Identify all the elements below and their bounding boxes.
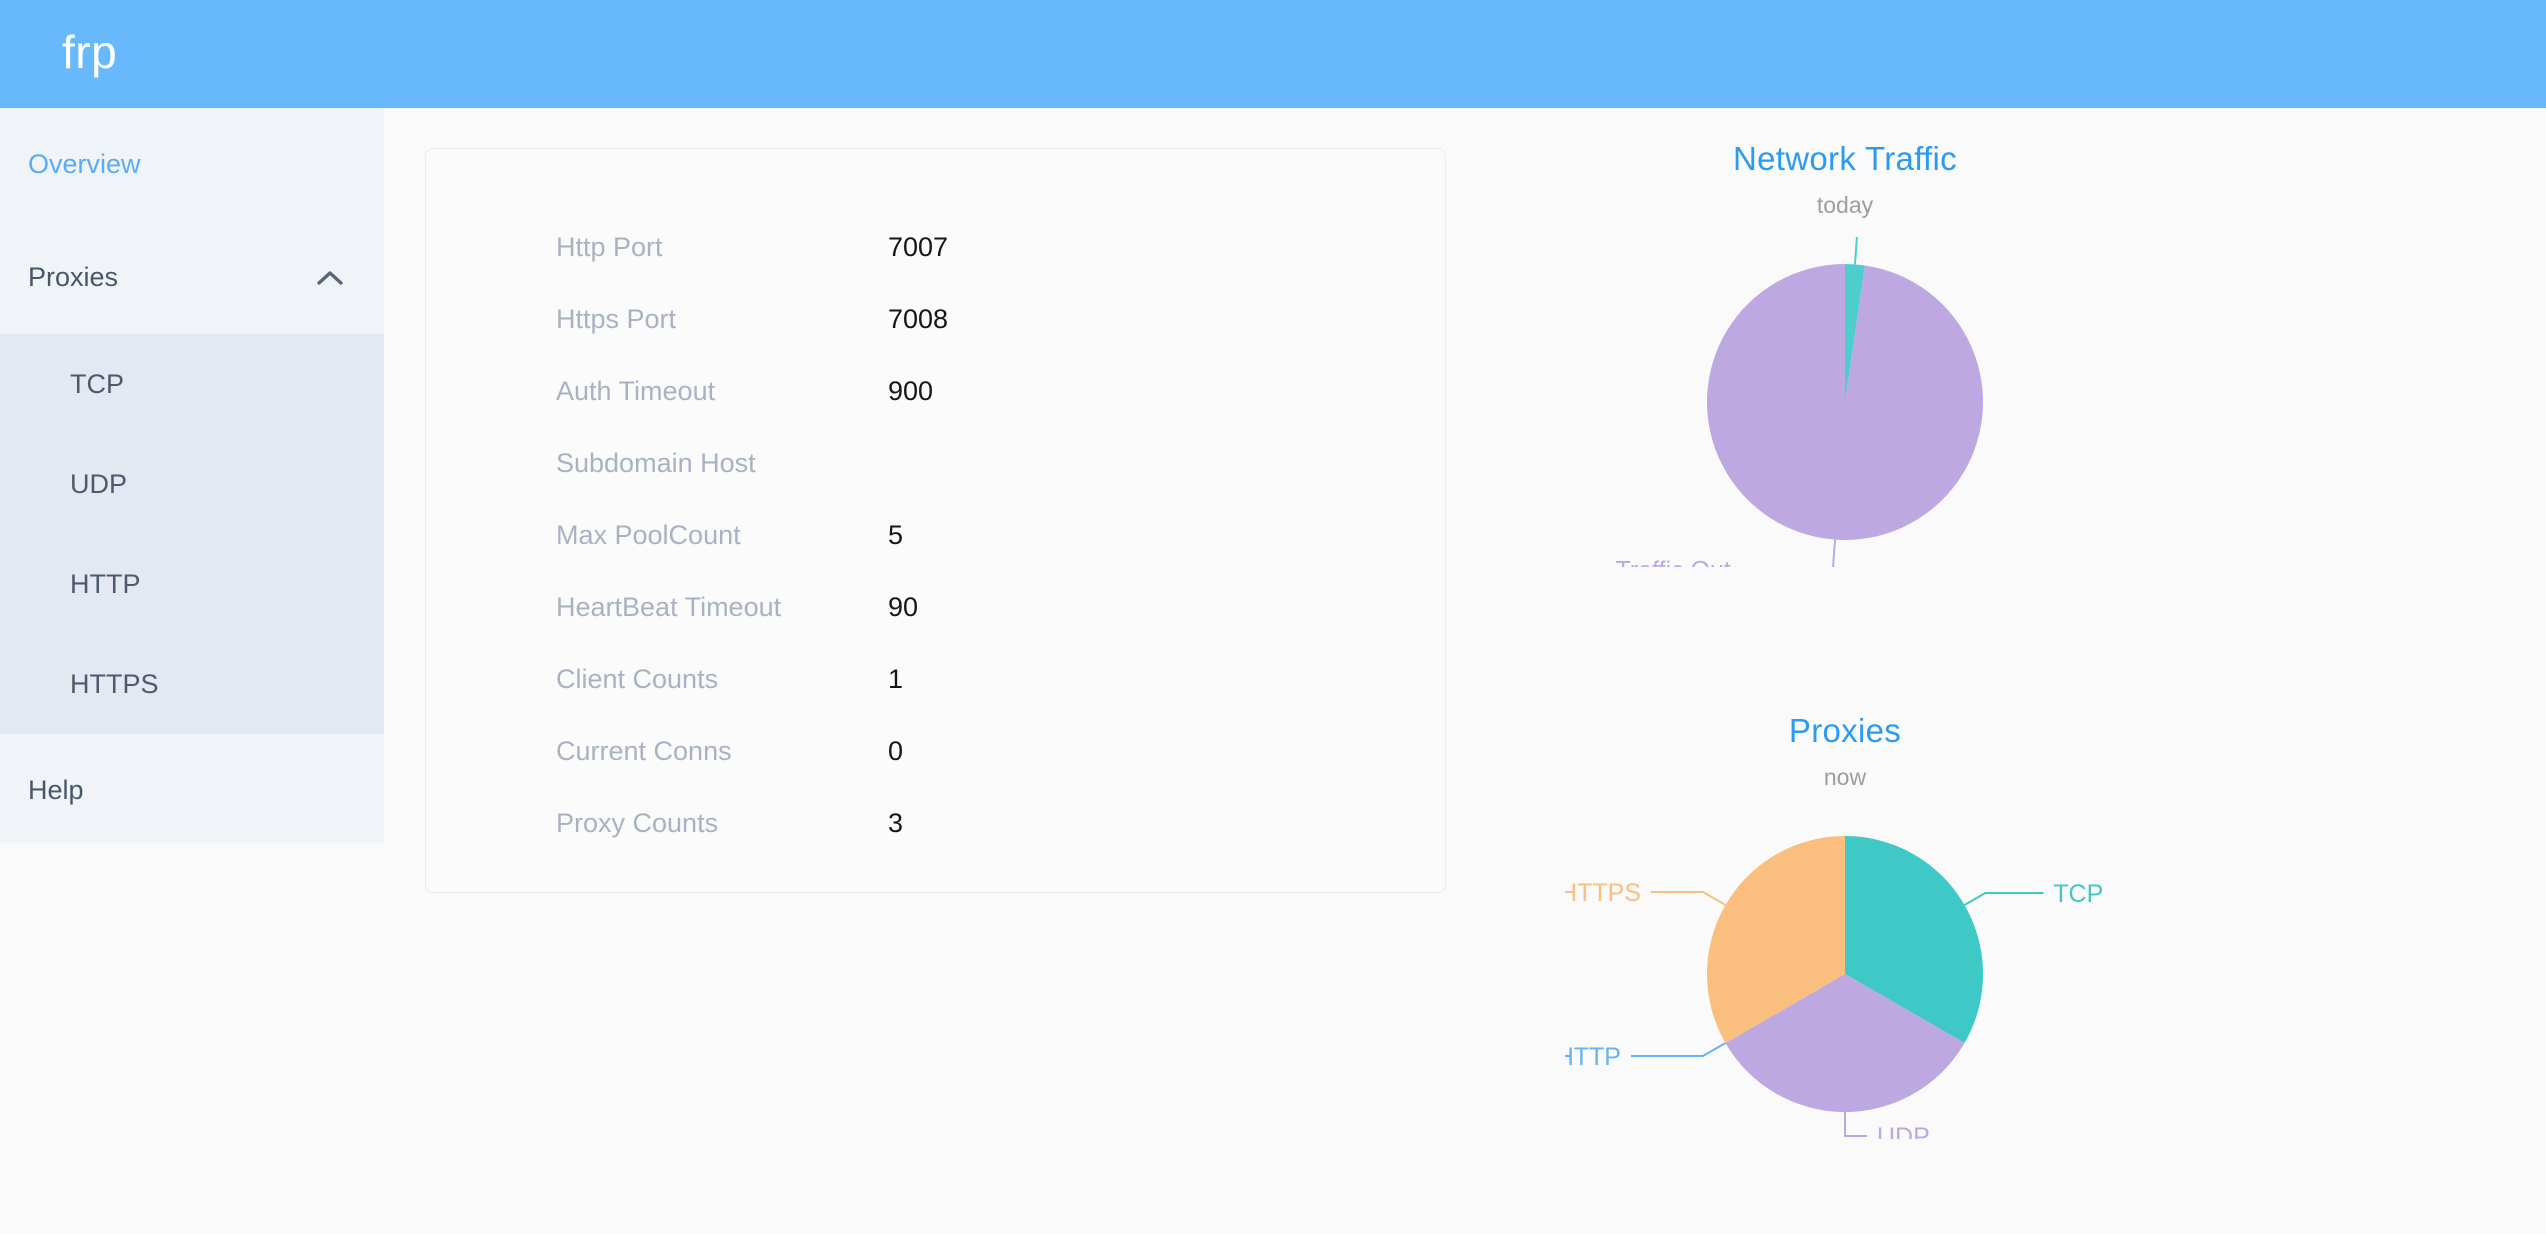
pie-leader-line: [1964, 892, 2044, 906]
table-row: HeartBeat Timeout 90: [556, 571, 1416, 643]
app-brand-logo: frp: [62, 26, 118, 78]
row-key: Https Port: [556, 303, 677, 334]
pie-label: TCP: [2053, 880, 2103, 908]
sidebar-subitem-label: HTTP: [70, 568, 141, 599]
row-value: 90: [888, 591, 919, 622]
row-value: 7008: [888, 303, 949, 334]
chevron-up-icon[interactable]: [316, 264, 344, 292]
pie-label: HTTPS: [1565, 879, 1641, 907]
table-row: Max PoolCount 5: [556, 499, 1416, 571]
pie-slice-https: [1707, 836, 1845, 1043]
pie-label: HTTP: [1565, 1043, 1621, 1071]
sidebar-item-https[interactable]: HTTPS: [0, 634, 384, 734]
sidebar-item-help[interactable]: Help: [0, 734, 384, 847]
server-info-card: Http Port 7007 Https Port 7008 Auth Time…: [425, 148, 1446, 893]
server-info-table: Http Port 7007 Https Port 7008 Auth Time…: [556, 211, 1416, 859]
proxies-chart: Proxies now TCP UDP HTTP HTTPS: [1565, 712, 2125, 1139]
table-row: Current Conns 0: [556, 715, 1416, 787]
table-row: Client Counts 1: [556, 643, 1416, 715]
pie-slice-tcp: [1845, 836, 1983, 1043]
sidebar: Overview Proxies TCP UDP HTTP HTTPS Help: [0, 108, 384, 843]
row-key: HeartBeat Timeout: [556, 591, 782, 622]
row-value: 7007: [888, 231, 949, 262]
row-value: 1: [888, 663, 904, 694]
row-key: Auth Timeout: [556, 375, 716, 406]
sidebar-item-label: Overview: [28, 149, 141, 179]
chart-subtitle: now: [1823, 764, 1867, 790]
table-row: Https Port 7008: [556, 283, 1416, 355]
sidebar-item-tcp[interactable]: TCP: [0, 334, 384, 434]
pie-svg: TCP UDP HTTP HTTPS: [1565, 836, 2103, 1139]
pie-slice-traffic-out: [1707, 264, 1983, 540]
pie-leader-line: [1630, 1042, 1726, 1057]
sidebar-item-udp[interactable]: UDP: [0, 434, 384, 534]
pie-slice-udp: [1725, 974, 1965, 1112]
row-key: Proxy Counts: [556, 807, 719, 838]
chart-canvas: Traffic InTraffic Out: [1565, 237, 2125, 567]
row-key: Http Port: [556, 231, 663, 262]
chart-canvas: TCP UDP HTTP HTTPS: [1565, 809, 2125, 1139]
sidebar-item-label: Help: [28, 775, 84, 805]
sidebar-item-overview[interactable]: Overview: [0, 108, 384, 221]
pie-label: UDP: [1877, 1123, 1930, 1139]
row-key: Current Conns: [556, 735, 732, 766]
sidebar-subitem-label: UDP: [70, 468, 128, 499]
sidebar-item-proxies[interactable]: Proxies: [0, 221, 384, 334]
table-row: Auth Timeout 900: [556, 355, 1416, 427]
sidebar-item-label: Proxies: [28, 262, 119, 292]
row-value: 0: [888, 735, 904, 766]
row-value: 5: [888, 519, 904, 550]
row-value: 3: [888, 807, 904, 838]
app-header: frp: [0, 0, 2546, 108]
chart-title: Proxies: [1788, 712, 1902, 749]
row-value: 900: [888, 375, 934, 406]
pie-label: Traffic Out: [1616, 557, 1731, 567]
pie-leader-line: [1844, 1112, 1867, 1137]
table-row: Subdomain Host: [556, 427, 1416, 499]
network-traffic-chart: Network Traffic today Traffic InTraffic …: [1565, 140, 2125, 567]
pie-leader-line: [1650, 891, 1726, 906]
pie-slice-traffic-in: [1845, 264, 1865, 402]
row-key: Subdomain Host: [556, 447, 756, 478]
pie-leader-line: [1832, 539, 1837, 567]
table-row: Http Port 7007: [556, 211, 1416, 283]
row-key: Max PoolCount: [556, 519, 741, 550]
sidebar-subitem-label: HTTPS: [70, 668, 159, 699]
table-row: Proxy Counts 3: [556, 787, 1416, 859]
chart-title: Network Traffic: [1733, 140, 1957, 177]
chart-subtitle: today: [1816, 192, 1874, 218]
sidebar-submenu-proxies: TCP UDP HTTP HTTPS: [0, 334, 384, 734]
pie-svg: Traffic InTraffic Out: [1616, 237, 2046, 567]
row-key: Client Counts: [556, 663, 719, 694]
sidebar-subitem-label: TCP: [70, 368, 124, 399]
sidebar-item-http[interactable]: HTTP: [0, 534, 384, 634]
pie-leader-line: [1853, 237, 1858, 265]
